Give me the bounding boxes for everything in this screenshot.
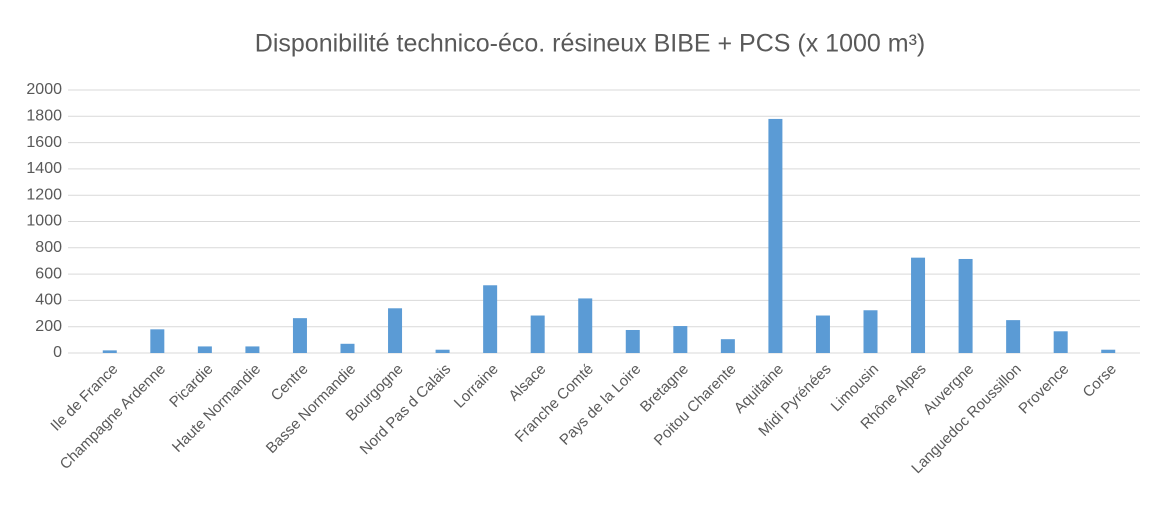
bar [720, 339, 735, 353]
bar [768, 118, 783, 354]
bar [483, 285, 498, 353]
bar [388, 308, 403, 353]
y-tick-label: 200 [35, 318, 62, 335]
x-tick-label: Pays de la Loire [556, 361, 644, 449]
y-tick-label: 1800 [26, 108, 62, 125]
x-tick-label: Basse Normandie [263, 361, 359, 457]
y-tick-label: 1400 [26, 160, 62, 177]
bar [197, 346, 212, 353]
y-tick-label: 400 [35, 292, 62, 309]
x-tick-label: Alsace [505, 361, 549, 405]
y-tick-label: 600 [35, 265, 62, 282]
bar [1101, 349, 1116, 353]
bar [340, 343, 355, 353]
bar [435, 349, 450, 353]
bar [1006, 320, 1021, 353]
x-tick-label: Nord Pas d Calais [357, 361, 455, 459]
x-tick-label: Provence [1015, 361, 1072, 418]
chart-title: Disponibilité technico-éco. résineux BIB… [255, 30, 925, 58]
x-tick-label: Corse [1080, 361, 1120, 401]
bar [911, 257, 926, 353]
y-tick-label: 0 [53, 344, 62, 361]
bar [863, 310, 878, 353]
bar [245, 346, 260, 353]
bar [958, 258, 973, 353]
y-tick-label: 1600 [26, 134, 62, 151]
bar [530, 315, 545, 353]
y-tick-label: 1000 [26, 213, 62, 230]
y-tick-label: 2000 [26, 81, 62, 98]
bar [292, 318, 307, 353]
y-tick-label: 800 [35, 239, 62, 256]
bar [150, 329, 165, 353]
x-tick-label: Centre [268, 361, 312, 405]
bar [102, 350, 117, 353]
bar [625, 329, 640, 353]
y-tick-label: 1200 [26, 186, 62, 203]
bar [1053, 331, 1068, 353]
bar [578, 298, 593, 353]
x-tick-label: Haute Normandie [169, 361, 264, 456]
x-tick-label: Poitou Charente [651, 361, 740, 450]
x-tick-label: Lorraine [451, 361, 502, 412]
bar [673, 326, 688, 353]
bar [815, 315, 830, 353]
